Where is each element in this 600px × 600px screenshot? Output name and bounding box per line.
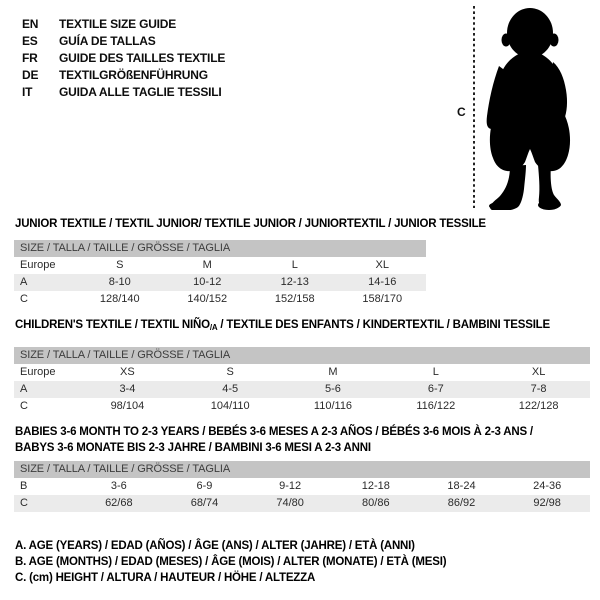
age-cell: 4-5 <box>222 383 239 395</box>
language-title: GUIDA ALLE TAGLIE TESSILI <box>59 85 222 99</box>
language-row-en: EN TEXTILE SIZE GUIDE <box>22 16 225 33</box>
height-measure-dashed-line <box>473 6 475 208</box>
junior-size-table: SIZE / TALLA / TAILLE / GRÖSSE / TAGLIA … <box>14 240 426 308</box>
height-cell: 92/98 <box>533 497 561 509</box>
language-row-fr: FR GUIDE DES TAILLES TEXTILE <box>22 50 225 67</box>
table-row-europe: Europe XS S M L XL <box>14 364 590 381</box>
row-label: C <box>20 497 28 509</box>
age-cell: 8-10 <box>108 276 131 288</box>
language-title: GUIDE DES TAILLES TEXTILE <box>59 51 226 65</box>
height-label: C <box>457 105 466 119</box>
row-label: A <box>20 383 28 395</box>
height-cell: 86/92 <box>447 497 476 509</box>
size-cell: L <box>432 366 439 378</box>
children-title-post: / TEXTILE DES ENFANTS / KINDERTEXTIL / B… <box>217 319 550 331</box>
height-cell: 158/170 <box>362 293 403 305</box>
table-row-europe: Europe S M L XL <box>14 257 426 274</box>
table-row-months: B 3-6 6-9 9-12 12-18 18-24 24-36 <box>14 478 590 495</box>
language-row-it: IT GUIDA ALLE TAGLIE TESSILI <box>22 84 225 101</box>
height-cell: 116/122 <box>416 400 456 412</box>
babies-table-title: BABIES 3-6 MONTH TO 2-3 YEARS / BEBÉS 3-… <box>15 424 590 456</box>
row-label: B <box>20 480 28 492</box>
language-title: TEXTILE SIZE GUIDE <box>59 17 177 31</box>
language-code: EN <box>22 17 39 31</box>
size-cell: XL <box>531 366 546 378</box>
table-row-height: C 98/104 104/110 110/116 116/122 122/128 <box>14 398 590 415</box>
size-cell: XS <box>120 366 135 378</box>
language-code: ES <box>22 34 38 48</box>
age-cell: 3-4 <box>119 383 136 395</box>
children-title-pre: CHILDREN'S TEXTILE / TEXTIL NIÑO <box>15 319 210 331</box>
language-row-es: ES GUÍA DE TALLAS <box>22 33 225 50</box>
language-row-de: DE TEXTILGRÖßENFÜHRUNG <box>22 67 225 84</box>
language-list: EN TEXTILE SIZE GUIDE ES GUÍA DE TALLAS … <box>22 16 225 101</box>
age-cell: 6-7 <box>427 383 444 395</box>
legend: A. AGE (YEARS) / EDAD (AÑOS) / ÂGE (ANS)… <box>15 538 447 586</box>
age-cell: 10-12 <box>193 276 222 288</box>
age-cell: 14-16 <box>368 276 397 288</box>
height-cell: 110/116 <box>313 400 353 412</box>
months-cell: 18-24 <box>447 480 476 492</box>
height-cell: 68/74 <box>190 497 219 509</box>
language-title: GUÍA DE TALLAS <box>59 34 156 48</box>
legend-line-a: A. AGE (YEARS) / EDAD (AÑOS) / ÂGE (ANS)… <box>15 540 415 552</box>
row-label: A <box>20 276 28 288</box>
height-cell: 74/80 <box>276 497 304 509</box>
months-cell: 12-18 <box>361 480 390 492</box>
row-label: C <box>20 293 28 305</box>
age-cell: 5-6 <box>325 383 341 395</box>
table-row-height: C 128/140 140/152 152/158 158/170 <box>14 291 426 308</box>
height-cell: 80/86 <box>362 497 390 509</box>
children-title-sub: /A <box>209 323 218 332</box>
language-code: IT <box>22 85 33 99</box>
height-cell: 98/104 <box>110 400 145 412</box>
row-label: C <box>20 400 28 412</box>
size-cell: M <box>202 259 212 271</box>
height-cell: 140/152 <box>187 293 228 305</box>
height-cell: 152/158 <box>274 293 315 305</box>
junior-table-title: JUNIOR TEXTILE / TEXTIL JUNIOR/ TEXTILE … <box>15 218 486 230</box>
language-code: DE <box>22 68 39 82</box>
language-code: FR <box>22 51 38 65</box>
age-cell: 12-13 <box>280 276 309 288</box>
height-cell: 128/140 <box>99 293 140 305</box>
size-header-bar: SIZE / TALLA / TAILLE / GRÖSSE / TAGLIA <box>14 347 590 364</box>
row-label: Europe <box>20 366 56 378</box>
babies-title-line2: BABYS 3-6 MONATE BIS 2-3 JAHRE / BAMBINI… <box>15 442 371 454</box>
baby-silhouette-icon <box>486 8 571 210</box>
size-cell: XL <box>375 259 389 271</box>
language-title: TEXTILGRÖßENFÜHRUNG <box>59 68 208 82</box>
height-cell: 122/128 <box>518 400 559 412</box>
size-header-bar: SIZE / TALLA / TAILLE / GRÖSSE / TAGLIA <box>14 240 426 257</box>
size-cell: S <box>226 366 234 378</box>
children-table-title: CHILDREN'S TEXTILE / TEXTIL NIÑO/A / TEX… <box>15 317 550 336</box>
height-cell: 62/68 <box>105 497 133 509</box>
months-cell: 9-12 <box>279 480 302 492</box>
row-label: Europe <box>20 259 56 271</box>
months-cell: 3-6 <box>110 480 127 492</box>
size-cell: M <box>328 366 338 378</box>
table-row-height: C 62/68 68/74 74/80 80/86 86/92 92/98 <box>14 495 590 512</box>
children-size-table: SIZE / TALLA / TAILLE / GRÖSSE / TAGLIA … <box>14 347 590 415</box>
table-row-age: A 3-4 4-5 5-6 6-7 7-8 <box>14 381 590 398</box>
height-cell: 104/110 <box>210 400 250 412</box>
legend-line-c: C. (cm) HEIGHT / ALTURA / HAUTEUR / HÖHE… <box>15 572 316 584</box>
babies-size-table: SIZE / TALLA / TAILLE / GRÖSSE / TAGLIA … <box>14 461 590 512</box>
size-cell: L <box>291 259 298 271</box>
table-row-age: A 8-10 10-12 12-13 14-16 <box>14 274 426 291</box>
months-cell: 24-36 <box>533 480 562 492</box>
age-cell: 7-8 <box>530 383 547 395</box>
legend-line-b: B. AGE (MONTHS) / EDAD (MESES) / ÂGE (MO… <box>15 556 447 568</box>
size-cell: S <box>116 259 124 271</box>
months-cell: 6-9 <box>196 480 213 492</box>
babies-title-line1: BABIES 3-6 MONTH TO 2-3 YEARS / BEBÉS 3-… <box>15 426 533 438</box>
size-header-bar: SIZE / TALLA / TAILLE / GRÖSSE / TAGLIA <box>14 461 590 478</box>
